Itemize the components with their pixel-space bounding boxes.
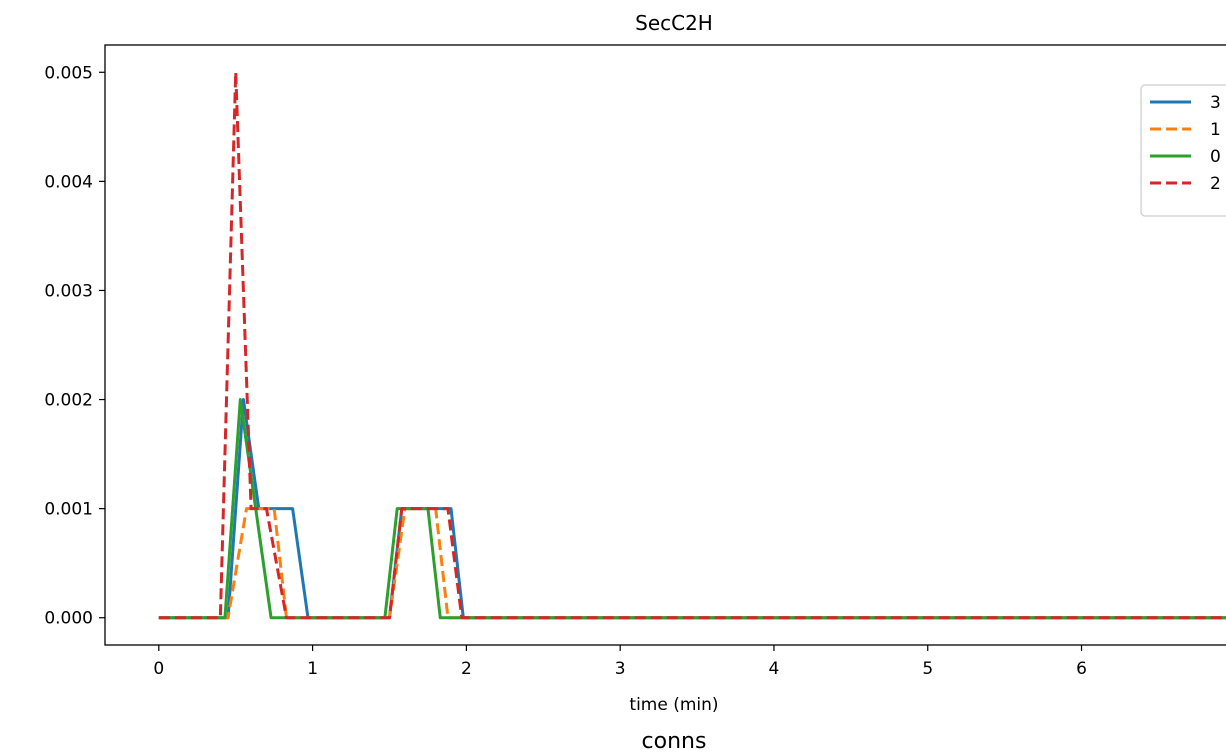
series-line-2	[158, 70, 1226, 620]
legend-box	[1140, 84, 1226, 217]
series-layer	[158, 70, 1226, 620]
legend-label: 3	[1210, 93, 1221, 113]
legend: 3 1 0 2	[1140, 84, 1226, 217]
x-axis-ticks: 01234567	[153, 645, 1087, 679]
chart-title: SecC2H	[635, 11, 713, 35]
y-tick-label: 0.000	[44, 609, 93, 629]
x-tick-label: 1	[307, 659, 318, 679]
x-tick-label: 6	[1076, 659, 1087, 679]
plot-frame	[104, 44, 1226, 646]
x-tick-label: 0	[153, 659, 164, 679]
y-tick-label: 0.005	[44, 63, 93, 83]
x-tick-label: 4	[769, 659, 780, 679]
x-tick-label: 2	[461, 659, 472, 679]
legend-label: 1	[1210, 120, 1221, 140]
legend-label: 0	[1210, 147, 1221, 167]
series-line-0	[158, 398, 1226, 620]
y-tick-label: 0.002	[44, 391, 93, 411]
x-tick-label: 3	[615, 659, 626, 679]
y-tick-label: 0.004	[44, 172, 93, 192]
y-tick-label: 0.003	[44, 281, 93, 301]
legend-label: 2	[1210, 174, 1221, 194]
y-axis-ticks: 0.000 0.001 0.002 0.003 0.004 0.005	[44, 63, 105, 629]
y-tick-label: 0.001	[44, 500, 93, 520]
footer-label: conns	[642, 729, 707, 753]
x-axis-label: time (min)	[629, 695, 718, 715]
x-tick-label: 5	[922, 659, 933, 679]
